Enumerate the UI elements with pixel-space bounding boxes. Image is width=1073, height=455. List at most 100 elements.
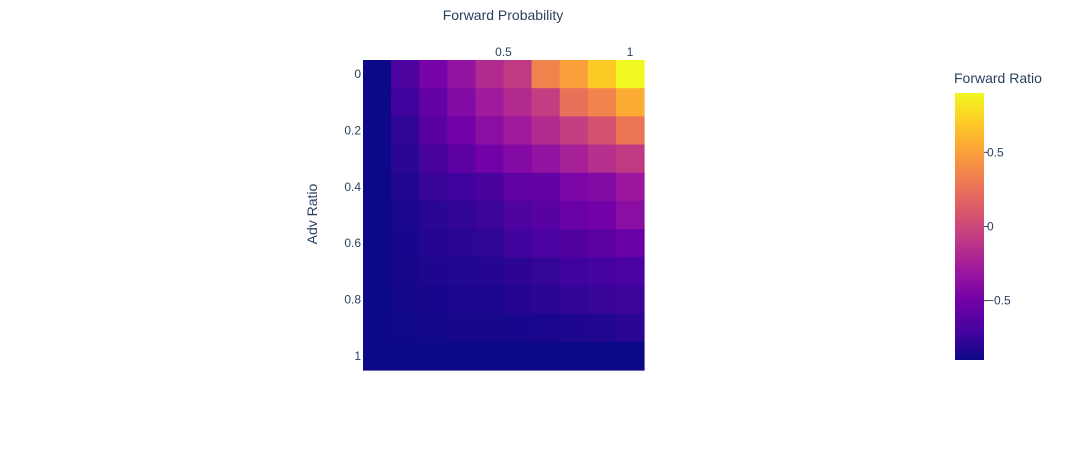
heatmap-cell — [615, 200, 645, 230]
heatmap-cell — [615, 313, 645, 343]
y-tick-label: 0.8 — [344, 293, 361, 307]
heatmap-cell — [503, 341, 533, 371]
heatmap-cell — [475, 116, 505, 146]
heatmap-cells — [363, 60, 645, 371]
heatmap-cell — [503, 313, 533, 343]
y-tick-label: 0 — [354, 67, 361, 81]
heatmap-cell — [363, 313, 392, 343]
heatmap-cell — [391, 172, 420, 202]
heatmap-cell — [419, 60, 448, 89]
heatmap-cell — [419, 229, 448, 258]
heatmap-cell — [363, 116, 392, 146]
heatmap-cell — [587, 229, 617, 258]
heatmap-cell — [391, 200, 420, 230]
heatmap-cell — [363, 144, 392, 174]
heatmap-cell — [587, 257, 617, 287]
heatmap-cell — [363, 172, 392, 202]
heatmap-cell — [503, 229, 533, 258]
heatmap-cell — [531, 200, 561, 230]
heatmap-cell — [531, 172, 561, 202]
heatmap-cell — [391, 341, 420, 371]
colorbar-title: Forward Ratio — [954, 70, 1042, 86]
heatmap-cell — [391, 88, 420, 117]
heatmap-cell — [419, 88, 448, 117]
heatmap-cell — [447, 285, 476, 315]
heatmap-cell — [559, 116, 589, 146]
heatmap-cell — [363, 229, 392, 258]
heatmap-cell — [587, 144, 617, 174]
heatmap-cell — [559, 60, 589, 89]
heatmap-cell — [447, 257, 476, 287]
heatmap-cell — [503, 144, 533, 174]
heatmap-cell — [503, 257, 533, 287]
heatmap-cell — [503, 172, 533, 202]
heatmap-cell — [615, 257, 645, 287]
heatmap-cell — [559, 313, 589, 343]
heatmap-cell — [531, 285, 561, 315]
heatmap-cell — [447, 144, 476, 174]
heatmap-cell — [447, 172, 476, 202]
heatmap-cell — [419, 285, 448, 315]
heatmap-cell — [447, 116, 476, 146]
heatmap-cell — [559, 88, 589, 117]
heatmap-cell — [587, 172, 617, 202]
heatmap-cell — [419, 341, 448, 371]
heatmap-cell — [531, 257, 561, 287]
heatmap-cell — [475, 144, 505, 174]
heatmap-cell — [475, 229, 505, 258]
heatmap-cell — [615, 341, 645, 371]
heatmap-cell — [363, 341, 392, 371]
heatmap-cell — [587, 200, 617, 230]
heatmap-cell — [503, 88, 533, 117]
heatmap-cell — [391, 116, 420, 146]
heatmap-cell — [615, 116, 645, 146]
heatmap-cell — [531, 60, 561, 89]
y-tick-label: 1 — [354, 349, 361, 363]
heatmap-cell — [531, 116, 561, 146]
colorbar-tick-label: −0.5 — [987, 294, 1011, 308]
heatmap-cell — [447, 88, 476, 117]
x-axis-ticks: 0.5 1 — [495, 45, 633, 59]
heatmap-cell — [419, 116, 448, 146]
heatmap-cell — [475, 257, 505, 287]
heatmap-cell — [559, 144, 589, 174]
heatmap-cell — [615, 88, 645, 117]
heatmap-cell — [503, 200, 533, 230]
heatmap-cell — [391, 229, 420, 258]
heatmap-cell — [363, 200, 392, 230]
heatmap-cell — [363, 88, 392, 117]
heatmap-cell — [559, 257, 589, 287]
heatmap-cell — [559, 229, 589, 258]
heatmap-cell — [615, 229, 645, 258]
heatmap-cell — [615, 60, 645, 89]
heatmap-cell — [447, 341, 476, 371]
heatmap-cell — [559, 341, 589, 371]
colorbar-tick-label: 0 — [987, 220, 994, 234]
heatmap-cell — [475, 172, 505, 202]
heatmap-cell — [587, 285, 617, 315]
heatmap-cell — [475, 88, 505, 117]
heatmap-cell — [559, 172, 589, 202]
x-axis-title: Forward Probability — [443, 7, 564, 23]
heatmap-cell — [391, 144, 420, 174]
heatmap-cell — [363, 257, 392, 287]
heatmap-cell — [531, 313, 561, 343]
colorbar-ticks: 0.5 0 −0.5 — [984, 145, 1011, 308]
heatmap-cell — [363, 60, 392, 89]
heatmap-cell — [503, 285, 533, 315]
heatmap-cell — [531, 144, 561, 174]
heatmap-cell — [363, 285, 392, 315]
heatmap-cell — [587, 341, 617, 371]
heatmap-cell — [391, 60, 420, 89]
heatmap-cell — [475, 60, 505, 89]
heatmap-cell — [531, 88, 561, 117]
x-tick-label: 1 — [627, 45, 634, 59]
heatmap-cell — [419, 313, 448, 343]
heatmap-cell — [475, 200, 505, 230]
heatmap-cell — [447, 313, 476, 343]
heatmap-cell — [587, 116, 617, 146]
heatmap-cell — [391, 313, 420, 343]
heatmap-cell — [587, 313, 617, 343]
